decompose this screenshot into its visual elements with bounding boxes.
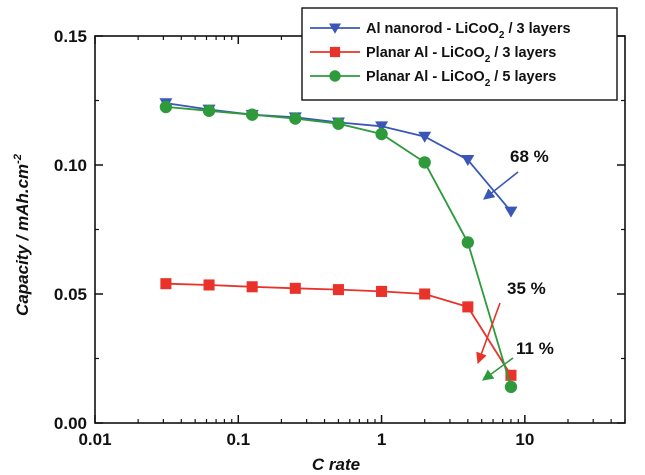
legend-box — [301, 7, 618, 101]
data-point-planar-al-5-layers — [332, 117, 345, 130]
legend-item-planar-al-5-layers: Planar Al - LiCoO2 / 5 layers — [310, 69, 556, 89]
data-point-planar-al-5-layers — [504, 380, 518, 394]
data-point-al-nanorod-3-layers — [461, 154, 475, 167]
series-line-planar-al-3-layers — [165, 282, 512, 376]
annotation-label-35: 35 % — [507, 279, 546, 298]
x-tick-label: 1 — [377, 430, 386, 449]
data-point-planar-al-3-layers — [462, 301, 474, 313]
annotation-label-68: 68 % — [510, 147, 549, 166]
data-point-al-nanorod-3-layers — [504, 206, 518, 218]
legend-label-planar-al-3-layers: Planar Al - LiCoO2 / 3 layers — [366, 45, 556, 65]
data-point-planar-al-5-layers — [159, 100, 173, 114]
legend-items: Al nanorod - LiCoO2 / 3 layers Planar Al … — [310, 21, 571, 89]
data-point-planar-al-3-layers — [246, 281, 258, 293]
axis-tick-labels: 0.01 0.1 1 10 0.00 0.05 0.10 0.15 — [54, 27, 534, 449]
annotation-arrow-35 — [476, 302, 501, 365]
x-axis-title: C rate — [312, 455, 360, 474]
data-point-al-nanorod-3-layers — [375, 121, 389, 133]
y-axis-title-main: Capacity / mAh.cm — [13, 164, 32, 316]
legend-item-planar-al-3-layers: Planar Al - LiCoO2 / 3 layers — [310, 45, 556, 65]
series-planar-al-3-layers — [160, 278, 517, 381]
data-point-planar-al-5-layers — [289, 112, 302, 125]
series-line-planar-al-5-layers — [165, 106, 512, 388]
data-point-planar-al-3-layers — [289, 282, 301, 294]
data-point-planar-al-3-layers — [505, 369, 517, 381]
data-point-planar-al-3-layers — [160, 278, 172, 290]
x-tick-label: 0.1 — [226, 430, 250, 449]
data-point-planar-al-3-layers — [419, 288, 431, 300]
annotation-arrows — [476, 171, 519, 381]
y-axis-title-superscript: -2 — [12, 154, 24, 164]
data-point-planar-al-3-layers — [332, 284, 344, 296]
data-point-al-nanorod-3-layers — [418, 131, 432, 143]
data-point-planar-al-3-layers — [376, 285, 388, 297]
legend-marker — [329, 70, 341, 82]
data-point-planar-al-5-layers — [245, 108, 259, 121]
y-axis-title: Capacity / mAh.cm-2 — [12, 154, 32, 316]
annotation-arrow-68 — [483, 171, 519, 200]
y-tick-label: 0.15 — [54, 27, 87, 46]
series-layer — [159, 98, 518, 394]
legend-marker — [329, 46, 341, 58]
series-al-nanorod-3-layers — [159, 98, 518, 218]
data-point-planar-al-5-layers — [461, 236, 475, 249]
y-tick-label: 0.05 — [54, 285, 87, 304]
data-point-planar-al-3-layers — [203, 279, 215, 291]
x-tick-label: 0.01 — [78, 430, 111, 449]
legend-label-planar-al-5-layers: Planar Al - LiCoO2 / 5 layers — [366, 69, 556, 89]
series-planar-al-5-layers — [159, 100, 518, 394]
y-tick-label: 0.00 — [54, 414, 87, 433]
x-tick-label: 10 — [515, 430, 534, 449]
annotation-arrow-11 — [482, 357, 514, 381]
legend-item-al-nanorod-3-layers: Al nanorod - LiCoO2 / 3 layers — [310, 21, 571, 41]
data-point-planar-al-5-layers — [418, 156, 431, 169]
legend-marker — [329, 23, 341, 34]
legend: Al nanorod - LiCoO2 / 3 layers Planar Al … — [301, 7, 618, 101]
data-point-planar-al-5-layers — [375, 127, 388, 141]
legend-label-al-nanorod-3-layers: Al nanorod - LiCoO2 / 3 layers — [366, 21, 571, 41]
y-tick-label: 0.10 — [54, 156, 87, 175]
annotation-label-11: 11 % — [516, 339, 554, 358]
data-point-planar-al-5-layers — [202, 104, 216, 117]
